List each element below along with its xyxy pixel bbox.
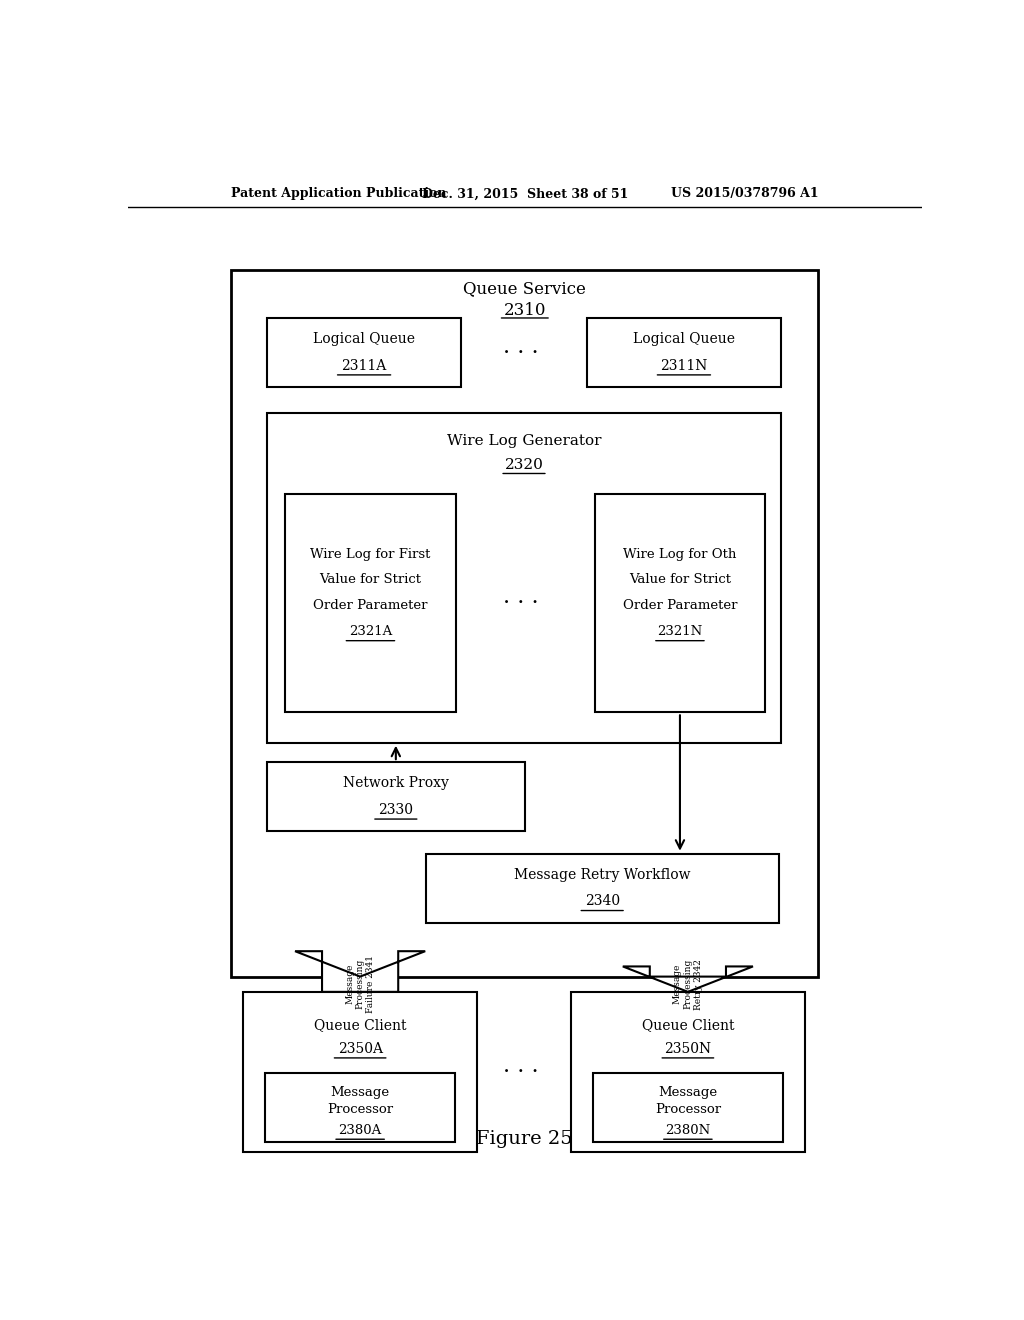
Text: Logical Queue: Logical Queue <box>633 333 735 346</box>
Text: Queue Service: Queue Service <box>464 280 586 297</box>
Text: Network Proxy: Network Proxy <box>343 776 449 791</box>
Text: Message: Message <box>658 1086 718 1100</box>
Text: Processor: Processor <box>654 1104 721 1117</box>
Text: Processor: Processor <box>327 1104 393 1117</box>
Text: Message Retry Workflow: Message Retry Workflow <box>514 869 690 882</box>
Text: 2350A: 2350A <box>338 1041 383 1056</box>
Text: · · ·: · · · <box>503 593 539 614</box>
Text: Order Parameter: Order Parameter <box>313 598 428 611</box>
Text: US 2015/0378796 A1: US 2015/0378796 A1 <box>671 187 818 201</box>
Bar <box>595 494 765 713</box>
Text: Queue Client: Queue Client <box>642 1019 734 1032</box>
Text: 2311N: 2311N <box>660 359 708 372</box>
Text: 2321N: 2321N <box>657 626 702 638</box>
Bar <box>570 991 805 1152</box>
Text: 2320: 2320 <box>505 458 544 473</box>
Text: Message: Message <box>331 1086 390 1100</box>
Bar <box>426 854 779 923</box>
Text: Message
Processing
Failure 2341: Message Processing Failure 2341 <box>345 956 375 1014</box>
Polygon shape <box>623 966 753 991</box>
Text: Order Parameter: Order Parameter <box>623 598 737 611</box>
Text: 2330: 2330 <box>378 803 414 817</box>
Bar <box>285 494 456 713</box>
Text: 2310: 2310 <box>504 302 546 319</box>
Bar <box>593 1073 782 1142</box>
Text: 2380A: 2380A <box>339 1123 382 1137</box>
Text: Patent Application Publication: Patent Application Publication <box>231 187 446 201</box>
Bar <box>267 318 461 387</box>
Bar <box>265 1073 455 1142</box>
Text: Value for Strict: Value for Strict <box>319 573 422 586</box>
Text: 2311A: 2311A <box>341 359 387 372</box>
Bar <box>231 271 818 977</box>
Bar <box>587 318 781 387</box>
Text: Value for Strict: Value for Strict <box>629 573 731 586</box>
Text: Dec. 31, 2015  Sheet 38 of 51: Dec. 31, 2015 Sheet 38 of 51 <box>422 187 628 201</box>
Text: Message
Processing
Retry 2342: Message Processing Retry 2342 <box>673 958 702 1010</box>
Text: Wire Log Generator: Wire Log Generator <box>446 434 601 447</box>
Text: 2340: 2340 <box>585 895 620 908</box>
Text: Figure 25: Figure 25 <box>476 1130 573 1148</box>
Polygon shape <box>295 952 425 991</box>
Text: · · ·: · · · <box>503 1061 539 1084</box>
Text: · · ·: · · · <box>503 342 539 363</box>
Bar <box>243 991 477 1152</box>
Text: Wire Log for Οth: Wire Log for Οth <box>624 548 736 561</box>
Text: 2380N: 2380N <box>666 1123 711 1137</box>
Text: Wire Log for First: Wire Log for First <box>310 548 431 561</box>
Text: 2350N: 2350N <box>665 1041 712 1056</box>
Text: 2321A: 2321A <box>349 626 392 638</box>
Bar <box>267 762 524 832</box>
Text: Logical Queue: Logical Queue <box>313 333 415 346</box>
Bar <box>267 413 781 743</box>
Text: Queue Client: Queue Client <box>314 1019 407 1032</box>
